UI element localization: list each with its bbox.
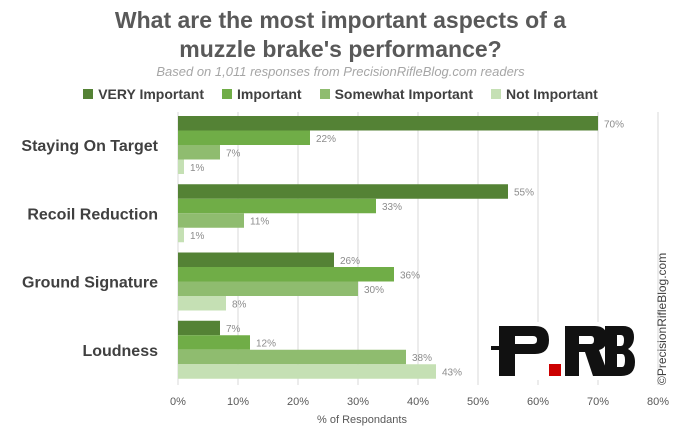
legend-item-very-important: VERY Important	[83, 86, 204, 102]
legend-label: VERY Important	[98, 86, 204, 102]
legend-label: Important	[237, 86, 302, 102]
bar	[178, 116, 598, 131]
category-label: Recoil Reduction	[27, 206, 158, 223]
logo-letter-r	[565, 326, 609, 376]
x-tick-label: 0%	[170, 396, 186, 408]
bar	[178, 281, 358, 296]
data-label: 33%	[382, 202, 402, 213]
legend-item-somewhat-important: Somewhat Important	[319, 86, 474, 102]
data-label: 7%	[226, 148, 241, 159]
category-label: Loudness	[82, 343, 158, 360]
legend-swatch	[319, 89, 330, 99]
logo-letter-b	[605, 326, 635, 376]
legend-swatch	[83, 89, 94, 99]
data-label: 12%	[256, 339, 276, 350]
data-label: 26%	[340, 256, 360, 267]
data-label: 36%	[400, 270, 420, 281]
data-label: 70%	[604, 119, 624, 130]
data-label: 1%	[190, 231, 205, 242]
logo-letter-p	[499, 326, 549, 376]
bar	[178, 184, 508, 199]
data-label: 8%	[232, 299, 247, 310]
chart-legend: VERY Important Important Somewhat Import…	[0, 86, 681, 102]
category-label: Staying On Target	[21, 138, 158, 155]
x-tick-label: 40%	[407, 396, 429, 408]
data-label: 1%	[190, 163, 205, 174]
legend-swatch	[491, 89, 502, 99]
x-tick-label: 80%	[647, 396, 669, 408]
legend-item-important: Important	[222, 86, 302, 102]
bar	[178, 227, 184, 243]
bar	[178, 213, 244, 228]
data-label: 22%	[316, 134, 336, 145]
legend-label: Somewhat Important	[334, 86, 474, 102]
logo-red-dot	[549, 364, 561, 376]
legend-swatch	[222, 89, 232, 99]
x-tick-label: 70%	[587, 396, 609, 408]
legend-label: Not Important	[506, 86, 598, 102]
data-label: 43%	[442, 368, 462, 379]
data-label: 55%	[514, 188, 534, 199]
bar	[178, 349, 406, 365]
bar	[178, 267, 394, 282]
bar	[178, 145, 220, 160]
data-label: 30%	[364, 285, 384, 296]
legend-item-not-important: Not Important	[491, 86, 598, 102]
chart-title-line-2: muzzle brake's performance?	[179, 36, 502, 62]
bar	[178, 130, 310, 145]
data-label: 11%	[250, 217, 269, 228]
x-tick-label: 60%	[527, 396, 549, 408]
bar	[178, 335, 250, 350]
side-credit: ©PrecisionRifleBlog.com	[655, 252, 669, 385]
bar	[178, 198, 376, 214]
x-tick-label: 30%	[347, 396, 369, 408]
prb-logo	[491, 322, 636, 380]
x-tick-label: 50%	[467, 396, 489, 408]
bar	[178, 364, 436, 379]
bar	[178, 252, 334, 267]
bar	[178, 320, 220, 336]
data-label: 38%	[412, 353, 432, 364]
logo-rifle-icon	[491, 346, 543, 350]
x-tick-label: 10%	[227, 396, 249, 408]
bar	[178, 296, 226, 311]
chart-title-line-1: What are the most important aspects of a	[114, 7, 567, 33]
data-label: 7%	[226, 324, 241, 335]
chart-title: What are the most important aspects of a…	[0, 6, 681, 64]
x-tick-label: 20%	[287, 396, 309, 408]
x-axis-title: % of Respondants	[317, 414, 407, 426]
bar	[178, 159, 184, 174]
chart-subtitle: Based on 1,011 responses from PrecisionR…	[156, 64, 525, 79]
category-label: Ground Signature	[22, 275, 158, 292]
